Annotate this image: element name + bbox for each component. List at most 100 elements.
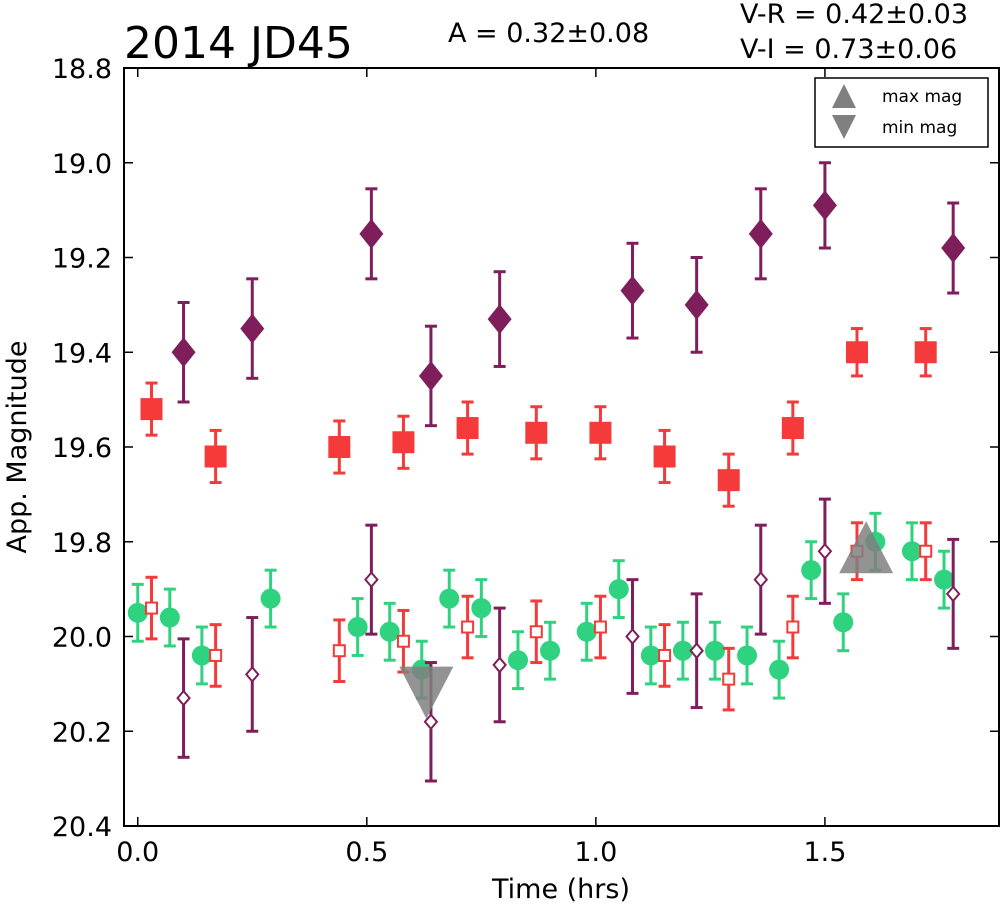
point-circle [379,621,400,642]
point-circle [159,607,180,628]
point-circle [934,569,955,590]
point-diamond-open [753,571,769,589]
point-square [845,341,868,364]
series-4-diamond-open [176,497,961,783]
point-diamond-open [817,542,833,560]
series-1-square-filled [140,327,937,508]
y-axis-label: App. Magnitude [2,341,33,554]
y-tick-label: 19.6 [52,433,112,464]
point-square-open [332,644,346,658]
point-circle [640,645,661,666]
legend-max-label: max mag [882,87,962,107]
point-diamond [487,304,512,335]
point-circle [801,560,822,581]
point-diamond-open [364,571,379,589]
data-marks [127,161,966,783]
point-square-open [144,601,158,615]
point-diamond-open [423,713,439,731]
point-square [653,445,676,468]
point-circle [191,645,212,666]
point-circle [347,617,368,638]
point-square [456,417,479,440]
point-square [781,417,804,440]
y-tick-label: 19.0 [52,149,112,180]
point-square [328,436,351,458]
point-diamond-open [176,689,191,707]
point-diamond [418,360,443,391]
point-square-open [209,648,223,662]
point-circle [127,602,148,623]
point-diamond-open [244,665,260,683]
legend-min-label: min mag [882,118,957,138]
point-circle [608,579,629,600]
point-diamond [812,190,837,221]
x-tick-label: 0.0 [116,837,159,868]
legend-max-marker [832,84,856,108]
point-square [717,469,740,492]
point-square [140,398,163,421]
series-5-triangle-up [839,521,894,574]
point-diamond [620,275,645,306]
chart-title: 2014 JD45 [124,18,353,69]
min-mag-triangle [399,666,454,719]
series-3-square-open [144,521,933,712]
point-circle [901,541,922,562]
point-diamond [748,218,773,249]
point-square [914,341,937,364]
y-tick-label: 19.4 [52,338,112,369]
y-tick-label: 20.2 [52,717,112,748]
point-circle [471,598,492,619]
x-tick-label: 1.5 [803,837,846,868]
plot-frame [123,67,1000,827]
point-diamond [359,218,384,249]
point-diamond-open [689,642,704,660]
series-0-diamond-filled [171,161,966,428]
legend-min-marker [832,115,856,139]
x-axis-label: Time (hrs) [491,874,630,904]
point-diamond [684,289,709,320]
point-diamond [240,313,265,344]
point-square-open [593,620,607,634]
point-circle [769,659,790,680]
point-square-open [529,625,543,639]
point-circle [576,621,597,642]
point-square [204,445,227,468]
point-circle [260,588,281,609]
x-tick-label: 0.5 [345,837,388,868]
point-square [589,421,612,444]
point-circle [833,612,854,633]
point-square-open [461,620,475,634]
point-circle [704,640,725,661]
legend: max mag min mag [814,77,989,148]
point-diamond [171,337,196,368]
point-circle [737,645,758,666]
x-axis-ticks: 0.0 0.5 1.0 1.5 [116,68,846,868]
point-circle [439,588,460,609]
point-diamond [941,233,966,264]
point-diamond-open [945,585,961,603]
point-diamond-open [492,656,507,674]
point-square-open [396,634,410,648]
y-tick-label: 19.2 [52,244,112,275]
series-6-triangle-down [399,666,454,719]
v-r-annotation: V-R = 0.42±0.03 [740,0,968,30]
y-tick-label: 20.4 [52,812,112,843]
point-circle [507,650,528,671]
point-square-open [658,648,672,662]
point-circle [540,640,561,661]
point-circle [672,640,693,661]
y-tick-label: 19.8 [52,528,112,559]
point-square-open [722,672,736,686]
max-mag-triangle [839,521,894,574]
point-square [392,431,415,454]
point-square-open [786,620,800,634]
point-square [525,421,548,444]
x-tick-label: 1.0 [574,837,617,868]
y-axis-ticks: 18.8 19.0 19.2 19.4 19.6 19.8 20.0 20.2 20.4 [52,54,999,843]
v-i-annotation: V-I = 0.73±0.06 [740,34,957,65]
point-diamond-open [625,627,640,646]
y-tick-label: 20.0 [52,623,112,654]
point-square-open [919,544,933,558]
amplitude-annotation: A = 0.32±0.08 [448,18,649,49]
